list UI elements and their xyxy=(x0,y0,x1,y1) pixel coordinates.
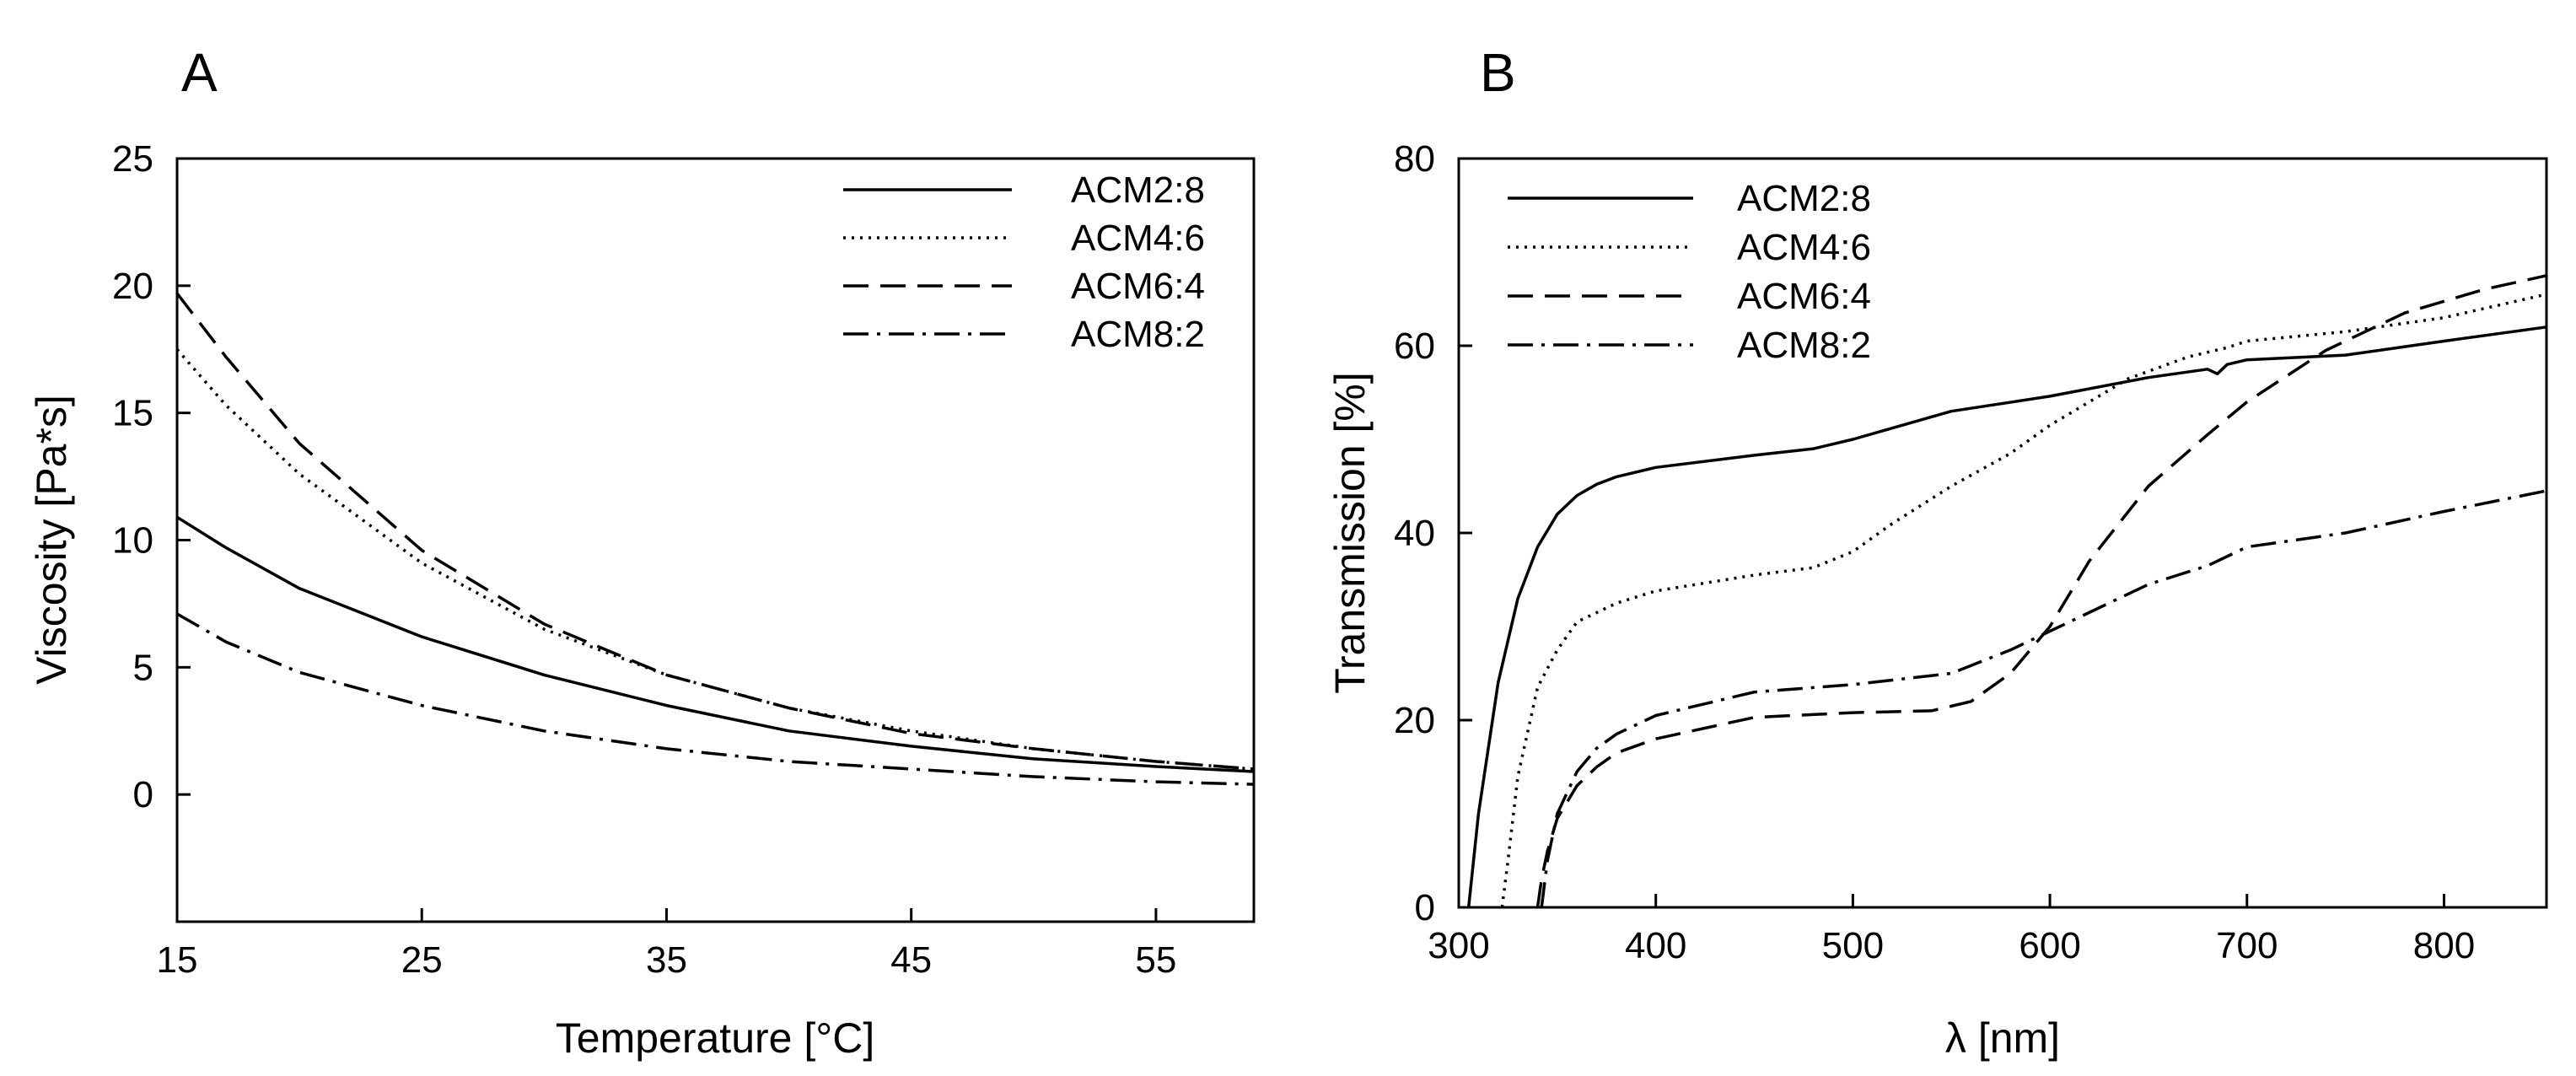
y-tick-label-a-25: 25 xyxy=(112,138,153,180)
legend-label-b-acm6-4: ACM6:4 xyxy=(1737,276,1871,317)
x-tick-label-a-25: 25 xyxy=(401,939,443,981)
ticks-a: 15 25 35 45 55 0 5 10 15 20 25 xyxy=(112,138,1176,981)
panel-letter-a: A xyxy=(181,42,218,103)
x-axis-title-a: Temperature [°C] xyxy=(556,1014,874,1062)
ticks-b: 300 400 500 600 700 800 0 20 40 60 80 xyxy=(1394,138,2475,966)
series-a xyxy=(175,292,1255,786)
y-tick-label-b-80: 80 xyxy=(1394,138,1435,180)
y-tick-label-a-20: 20 xyxy=(112,266,153,307)
series-line-b-acm6-4 xyxy=(1535,274,2547,908)
x-tick-label-b-400: 400 xyxy=(1625,925,1686,966)
legend-a: ACM2:8 ACM4:6 ACM6:4 ACM8:2 xyxy=(843,169,1205,355)
x-tick-label-a-15: 15 xyxy=(157,939,198,981)
plot-frame-b xyxy=(1457,157,2548,909)
legend-label-b-acm4-6: ACM4:6 xyxy=(1737,227,1871,268)
legend-label-a-acm4-6: ACM4:6 xyxy=(1071,218,1205,259)
panel-b: B 300 400 500 600 700 800 0 20 40 60 80 λ [nm] Tra… xyxy=(1326,42,2548,1062)
x-tick-label-b-600: 600 xyxy=(2019,925,2080,966)
series-line-b-acm4-6 xyxy=(1500,293,2547,908)
series-line-a-acm4-6 xyxy=(175,348,1255,771)
legend-label-a-acm2-8: ACM2:8 xyxy=(1071,169,1205,211)
y-tick-label-a-15: 15 xyxy=(112,393,153,434)
panel-letter-b: B xyxy=(1480,42,1516,103)
y-axis-title-b: Transmission [%] xyxy=(1326,372,1374,694)
legend-b: ACM2:8 ACM4:6 ACM6:4 ACM8:2 xyxy=(1508,178,1871,366)
series-line-a-acm6-4 xyxy=(175,292,1255,771)
y-tick-label-a-5: 5 xyxy=(133,647,153,688)
x-tick-label-a-35: 35 xyxy=(646,939,687,981)
x-tick-label-b-800: 800 xyxy=(2413,925,2475,966)
x-tick-label-a-55: 55 xyxy=(1135,939,1176,981)
legend-label-b-acm8-2: ACM8:2 xyxy=(1737,325,1871,366)
series-line-a-acm2-8 xyxy=(176,515,1255,773)
y-tick-label-a-10: 10 xyxy=(112,520,153,562)
y-tick-label-a-0: 0 xyxy=(133,774,153,815)
x-tick-label-b-700: 700 xyxy=(2216,925,2278,966)
series-line-b-acm2-8 xyxy=(1466,325,2547,908)
y-axis-title-a: Viscosity [Pa*s] xyxy=(28,395,75,685)
legend-label-a-acm8-2: ACM8:2 xyxy=(1071,314,1205,355)
y-tick-label-b-0: 0 xyxy=(1415,887,1435,928)
legend-label-b-acm2-8: ACM2:8 xyxy=(1737,178,1871,219)
x-tick-label-a-45: 45 xyxy=(890,939,932,981)
legend-label-a-acm6-4: ACM6:4 xyxy=(1071,266,1205,307)
series-line-a-acm8-2 xyxy=(176,612,1255,786)
y-tick-label-b-40: 40 xyxy=(1394,513,1435,554)
y-tick-label-b-60: 60 xyxy=(1394,325,1435,367)
series-b xyxy=(1466,274,2547,908)
y-tick-label-b-20: 20 xyxy=(1394,700,1435,741)
x-tick-label-b-500: 500 xyxy=(1822,925,1884,966)
x-tick-label-b-300: 300 xyxy=(1428,925,1489,966)
x-axis-title-b: λ [nm] xyxy=(1945,1014,2060,1062)
series-line-b-acm8-2 xyxy=(1540,489,2547,908)
